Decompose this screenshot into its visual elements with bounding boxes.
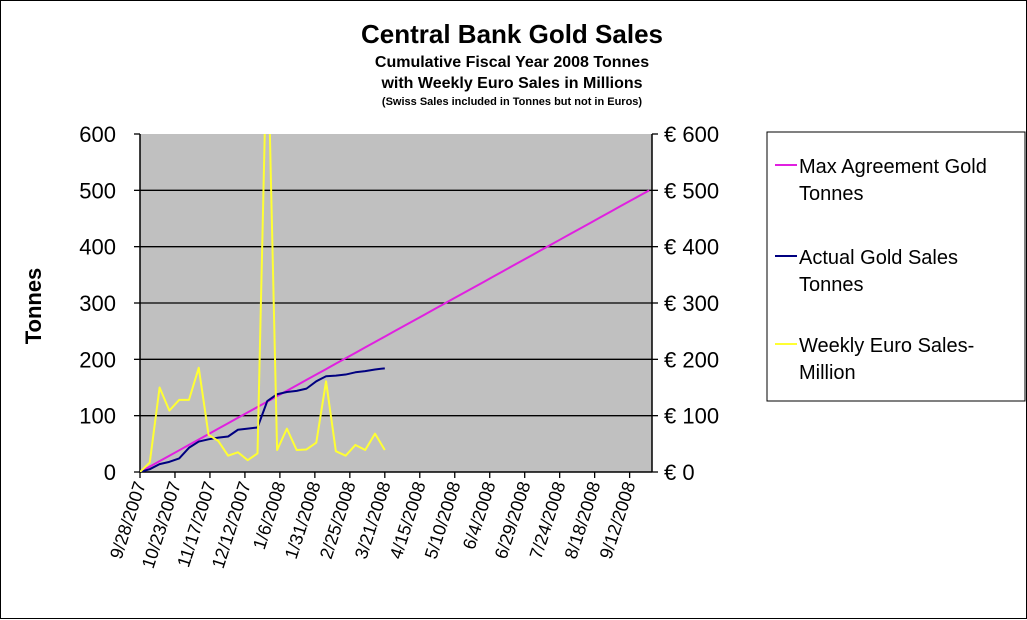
y2-tick-label: € 500 [664,178,719,203]
legend-label: Weekly Euro Sales- [799,335,974,357]
y-tick-label: 100 [79,404,116,429]
y-tick-label: 300 [79,291,116,316]
chart-subtitle-1: Cumulative Fiscal Year 2008 Tonnes [375,54,649,71]
y2-tick-label: € 300 [664,291,719,316]
y2-tick-label: € 600 [664,122,719,147]
series-line-2 [140,134,386,472]
y-tick-label: 500 [79,178,116,203]
y-axis-title: Tonnes [21,268,46,345]
y-tick-label: 400 [79,235,116,260]
legend-label: Million [799,362,856,384]
legend-label: Tonnes [799,183,864,205]
y2-tick-label: € 0 [664,460,695,485]
legend [766,131,1026,402]
legend-label: Tonnes [799,274,864,296]
legend-label: Max Agreement Gold [799,156,987,178]
x-tick-label: 6/4/2008 [459,479,500,552]
series-line-1 [140,367,385,472]
chart-subtitle-2: with Weekly Euro Sales in Millions [380,75,642,92]
y-tick-label: 600 [79,122,116,147]
x-tick-label: 1/6/2008 [249,479,290,552]
y-tick-label: 0 [104,460,116,485]
chart-subtitle-3: (Swiss Sales included in Tonnes but not … [382,96,642,108]
legend-label: Actual Gold Sales [799,247,958,269]
series-line-0 [140,189,650,472]
y2-tick-label: € 400 [664,235,719,260]
y-tick-label: 200 [79,347,116,372]
y2-tick-label: € 200 [664,347,719,372]
chart-title: Central Bank Gold Sales [361,19,663,49]
y2-tick-label: € 100 [664,404,719,429]
